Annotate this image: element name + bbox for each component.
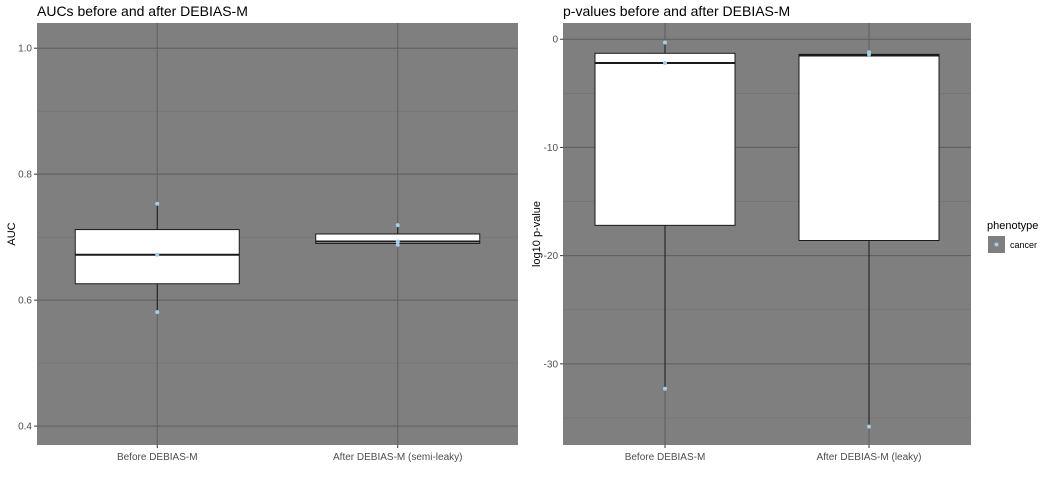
auc-y-ticks: 0.4 0.6 0.8 1.0 [18, 44, 37, 433]
auc-x-tick-label: After DEBIAS-M (semi-leaky) [333, 452, 462, 463]
auc-data-point [155, 252, 160, 257]
auc-data-point [155, 310, 160, 315]
auc-y-tick-label: 1.0 [18, 44, 32, 55]
pvalue-data-point [663, 40, 667, 45]
auc-y-tick-label: 0.6 [18, 296, 32, 307]
legend: phenotype cancer [987, 220, 1038, 253]
pvalue-data-point [867, 424, 871, 429]
auc-x-tick-label: Before DEBIAS-M [117, 452, 198, 463]
pvalue-y-ticks: 0 -10 -20 -30 [544, 35, 563, 370]
pvalue-box [594, 52, 736, 226]
auc-data-point [395, 223, 400, 228]
auc-x-ticks: Before DEBIAS-M After DEBIAS-M (semi-leak… [117, 445, 462, 463]
auc-data-point [395, 242, 400, 247]
pvalue-x-tick-label: Before DEBIAS-M [625, 452, 706, 463]
auc-data-point [155, 201, 160, 206]
auc-chart-title: AUCs before and after DEBIAS-M [37, 3, 248, 19]
pvalue-x-ticks: Before DEBIAS-M After DEBIAS-M (leaky) [625, 445, 922, 463]
pvalue-y-tick-label: -30 [544, 359, 559, 370]
pvalue-data-point [867, 52, 871, 57]
pvalue-x-tick-label: After DEBIAS-M (leaky) [816, 452, 921, 463]
auc-y-axis-label: AUC [6, 222, 18, 245]
auc-points [155, 201, 400, 315]
auc-gridlines [37, 23, 518, 445]
pvalue-y-tick-label: 0 [552, 35, 558, 46]
legend-label-cancer: cancer [1010, 240, 1037, 250]
pvalue-boxes [594, 42, 940, 427]
pvalue-points [663, 40, 871, 429]
pvalue-y-axis-label: log10 p-value [531, 201, 543, 267]
pvalue-y-tick-label: -10 [544, 143, 559, 154]
pvalue-chart-title: p-values before and after DEBIAS-M [563, 3, 790, 19]
pvalue-data-point [663, 386, 667, 391]
auc-y-tick-label: 0.4 [18, 422, 32, 433]
auc-data-point [395, 239, 400, 244]
pvalue-data-point [663, 61, 667, 66]
legend-title: phenotype [987, 220, 1038, 232]
auc-chart: AUCs before and after DEBIAS-M 0.4 0.6 0.8… [6, 3, 518, 463]
pvalue-y-tick-label: -20 [544, 251, 559, 262]
legend-point-icon [994, 242, 999, 247]
auc-y-tick-label: 0.8 [18, 170, 32, 181]
pvalue-chart: p-values before and after DEBIAS-M 0 -10 -… [531, 3, 971, 463]
pvalue-box [798, 53, 940, 241]
